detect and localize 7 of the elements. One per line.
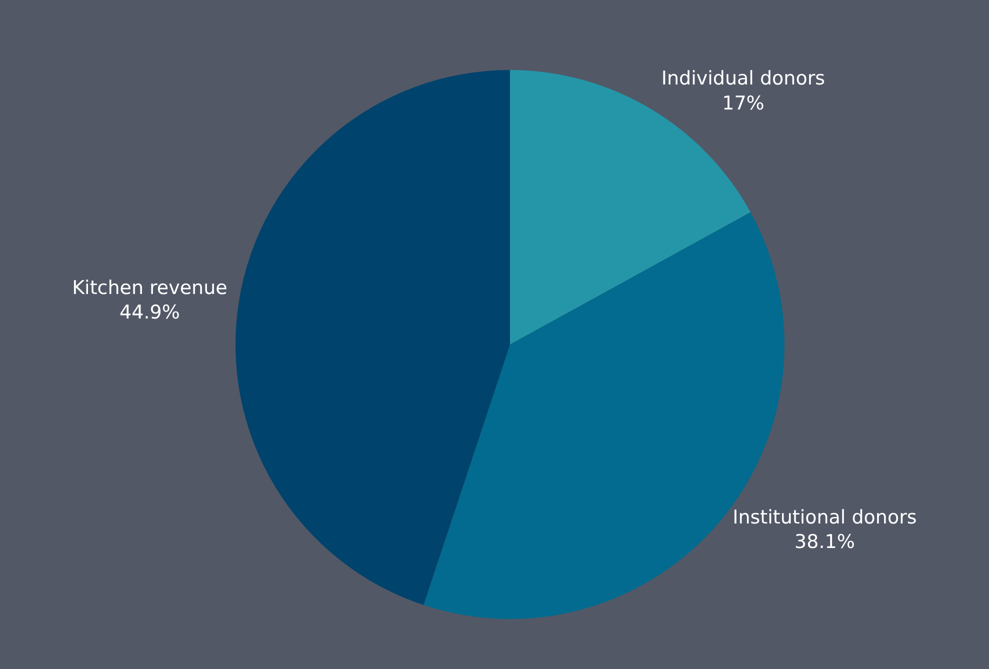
data-label: 38.1% — [794, 531, 855, 554]
slice-label: Institutional donors — [732, 506, 917, 528]
slice-label: Kitchen revenue — [72, 276, 228, 299]
data-label: 17% — [722, 92, 764, 114]
pie-slice — [236, 70, 510, 606]
data-label: 44.9% — [120, 301, 180, 324]
slice-label: Individual donors — [661, 68, 826, 90]
